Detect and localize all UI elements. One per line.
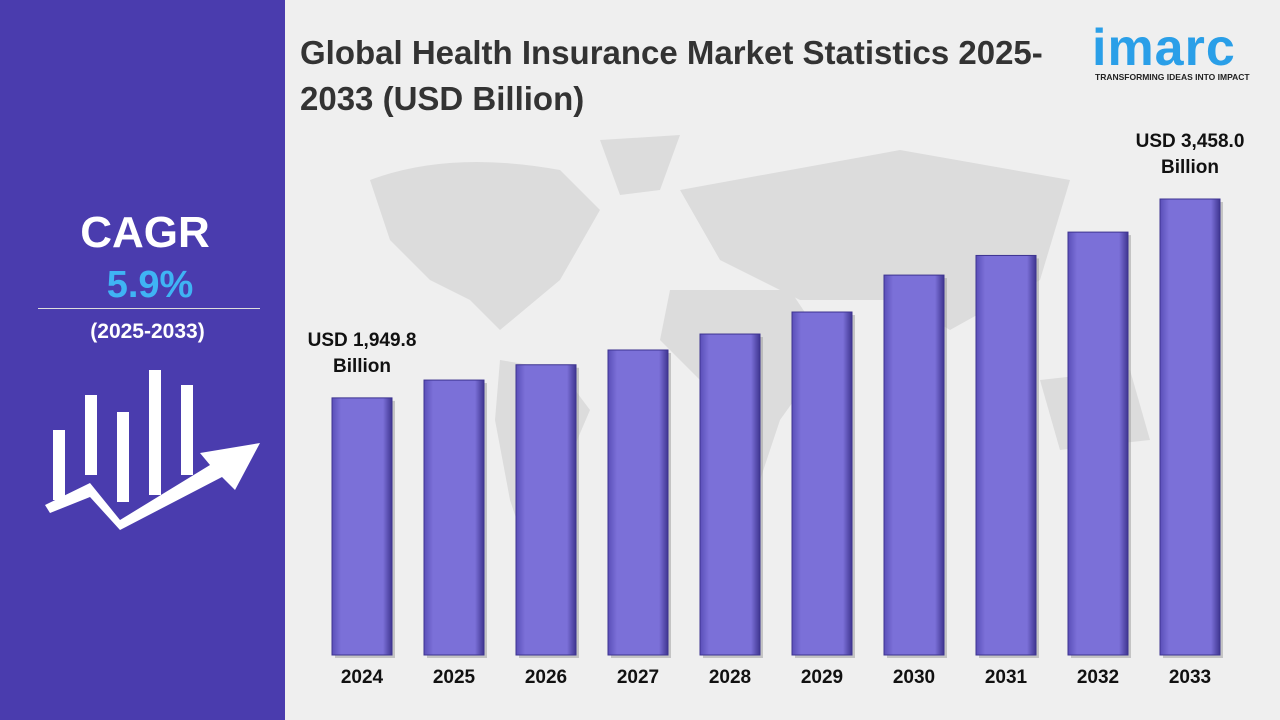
side-panel: CAGR 5.9% (2025-2033) <box>0 0 285 720</box>
cagr-period: (2025-2033) <box>90 320 205 343</box>
bar <box>515 364 577 656</box>
bar <box>423 379 485 656</box>
x-tick-label: 2030 <box>893 667 935 688</box>
x-tick-label: 2025 <box>433 667 476 688</box>
bar <box>975 254 1037 656</box>
bar <box>883 274 945 656</box>
chart-title: Global Health Insurance Market Statistic… <box>300 34 1043 117</box>
bar <box>699 333 761 656</box>
value-label: USD 1,949.8 Billion <box>307 329 417 377</box>
x-tick-label: 2029 <box>801 667 843 688</box>
bar <box>1159 198 1221 656</box>
bar <box>791 311 853 656</box>
x-tick-label: 2027 <box>617 667 659 688</box>
bar <box>607 349 669 656</box>
bar <box>331 397 393 656</box>
x-tick-label: 2026 <box>525 667 567 688</box>
value-label: USD 3,458.0 Billion <box>1135 131 1245 178</box>
logo-tagline: TRANSFORMING IDEAS INTO IMPACT <box>1095 72 1250 82</box>
bar <box>1067 231 1129 656</box>
growth-icon <box>45 370 260 530</box>
cagr-label: CAGR <box>80 208 210 257</box>
x-tick-label: 2028 <box>709 667 751 688</box>
x-tick-label: 2024 <box>341 667 384 688</box>
cagr-value: 5.9% <box>106 264 194 306</box>
divider <box>38 308 260 309</box>
x-tick-label: 2031 <box>985 667 1028 688</box>
x-tick-label: 2033 <box>1169 667 1211 688</box>
logo: imarc <box>1092 19 1236 77</box>
x-tick-label: 2032 <box>1077 667 1119 688</box>
